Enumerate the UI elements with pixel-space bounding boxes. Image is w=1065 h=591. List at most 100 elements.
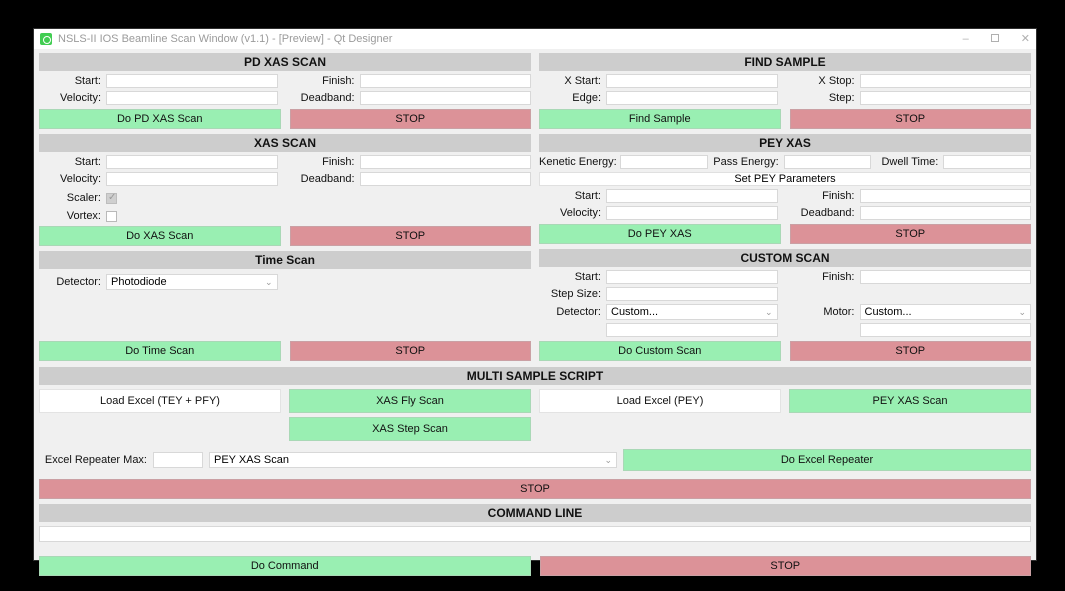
pey-xas-stop-button[interactable]: STOP [789, 224, 1031, 244]
pey-start-input[interactable] [606, 189, 778, 203]
pd-xas-finish-input[interactable] [359, 74, 531, 88]
xas-step-scan-button[interactable]: XAS Step Scan [289, 417, 531, 441]
command-line-stop-button[interactable]: STOP [539, 556, 1031, 576]
excel-repeater-scan-value: PEY XAS Scan [214, 454, 290, 466]
scaler-checkbox[interactable] [106, 192, 117, 204]
custom-finish-input[interactable] [859, 270, 1031, 284]
multi-sample-stop-button[interactable]: STOP [39, 479, 1031, 499]
pd-xas-stop-button[interactable]: STOP [289, 109, 531, 129]
custom-motor-value: Custom... [864, 306, 912, 318]
vortex-label: Vortex: [66, 210, 101, 222]
command-line-header: COMMAND LINE [39, 504, 1031, 522]
custom-start-label: Start: [574, 271, 601, 283]
pey-velocity-label: Velocity: [560, 207, 601, 219]
pey-deadband-input[interactable] [859, 206, 1031, 220]
load-excel-tey-pfy-button[interactable]: Load Excel (TEY + PFY) [39, 389, 281, 413]
app-window: NSLS-II IOS Beamline Scan Window (v1.1) … [33, 28, 1037, 576]
pd-xas-start-input[interactable] [106, 74, 278, 88]
xas-fly-scan-button[interactable]: XAS Fly Scan [289, 389, 531, 413]
pey-finish-input[interactable] [859, 189, 1031, 203]
find-sample-step-label: Step: [828, 92, 855, 104]
custom-detector-pv-input[interactable] [606, 323, 778, 337]
find-sample-edge-input[interactable] [606, 91, 778, 105]
pd-xas-scan-header: PD XAS SCAN [39, 53, 531, 71]
command-line-input[interactable] [39, 526, 1031, 542]
find-sample-xstart-label: X Start: [564, 75, 601, 87]
xas-velocity-input[interactable] [106, 172, 278, 186]
kenetic-energy-label: Kenetic Energy: [539, 156, 617, 168]
time-scan-detector-label: Detector: [56, 276, 101, 288]
do-custom-scan-button[interactable]: Do Custom Scan [539, 341, 781, 361]
custom-start-input[interactable] [606, 270, 778, 284]
custom-motor-label: Motor: [823, 306, 855, 318]
xas-velocity-label: Velocity: [60, 173, 101, 185]
time-scan-detector-select[interactable]: Photodiode ⌄ [106, 274, 278, 290]
find-sample-xstop-input[interactable] [859, 74, 1031, 88]
custom-detector-label: Detector: [556, 306, 601, 318]
section-pey-xas: PEY XAS Kenetic Energy: Pass Energy: Dwe… [539, 134, 1031, 244]
do-xas-scan-button[interactable]: Do XAS Scan [39, 226, 281, 246]
xas-scan-header: XAS SCAN [39, 134, 531, 152]
xas-stop-button[interactable]: STOP [289, 226, 531, 246]
close-icon[interactable]: ✕ [1020, 33, 1030, 45]
custom-finish-label: Finish: [822, 271, 855, 283]
pd-xas-finish-label: Finish: [322, 75, 355, 87]
pey-xas-scan-button[interactable]: PEY XAS Scan [789, 389, 1031, 413]
xas-start-input[interactable] [106, 155, 278, 169]
vortex-checkbox[interactable] [106, 210, 117, 222]
maximize-icon[interactable] [990, 29, 999, 49]
load-excel-pey-button[interactable]: Load Excel (PEY) [539, 389, 781, 413]
find-sample-edge-label: Edge: [572, 92, 601, 104]
xas-finish-input[interactable] [359, 155, 531, 169]
excel-repeater-max-label: Excel Repeater Max: [44, 454, 147, 466]
pd-xas-velocity-input[interactable] [106, 91, 278, 105]
custom-motor-pv-input[interactable] [859, 323, 1031, 337]
time-scan-header: Time Scan [39, 251, 531, 269]
chevron-down-icon: ⌄ [604, 454, 612, 465]
dwell-time-label: Dwell Time: [881, 156, 939, 168]
pd-xas-velocity-label: Velocity: [60, 92, 101, 104]
do-time-scan-button[interactable]: Do Time Scan [39, 341, 281, 361]
time-scan-stop-button[interactable]: STOP [289, 341, 531, 361]
custom-detector-select[interactable]: Custom... ⌄ [606, 304, 778, 320]
do-excel-repeater-button[interactable]: Do Excel Repeater [623, 449, 1031, 471]
section-xas-scan: XAS SCAN Start: Finish: Velocity: Deadba… [39, 134, 531, 246]
custom-detector-value: Custom... [611, 306, 659, 318]
find-sample-button[interactable]: Find Sample [539, 109, 781, 129]
custom-scan-header: CUSTOM SCAN [539, 249, 1031, 267]
multi-sample-script-header: MULTI SAMPLE SCRIPT [39, 367, 1031, 385]
do-pd-xas-scan-button[interactable]: Do PD XAS Scan [39, 109, 281, 129]
pey-xas-header: PEY XAS [539, 134, 1031, 152]
do-pey-xas-button[interactable]: Do PEY XAS [539, 224, 781, 244]
pass-energy-input[interactable] [783, 155, 872, 169]
pd-xas-deadband-input[interactable] [359, 91, 531, 105]
section-command-line: COMMAND LINE Do Command STOP [39, 504, 1031, 576]
dwell-time-input[interactable] [943, 155, 1031, 169]
set-pey-parameters-button[interactable]: Set PEY Parameters [539, 172, 1031, 186]
custom-step-size-input[interactable] [606, 287, 778, 301]
pey-start-label: Start: [574, 190, 601, 202]
main-content: PD XAS SCAN Start: Finish: Velocity: Dea… [34, 49, 1036, 582]
find-sample-stop-button[interactable]: STOP [789, 109, 1031, 129]
find-sample-xstart-input[interactable] [606, 74, 778, 88]
section-time-scan: Time Scan Detector: Photodiode ⌄ Do Time… [39, 251, 531, 361]
excel-repeater-max-input[interactable] [153, 452, 203, 468]
section-multi-sample-script: MULTI SAMPLE SCRIPT Load Excel (TEY + PF… [39, 367, 1031, 499]
xas-finish-label: Finish: [322, 156, 355, 168]
section-custom-scan: CUSTOM SCAN Start: Finish: Step Size: De… [539, 249, 1031, 361]
find-sample-step-input[interactable] [859, 91, 1031, 105]
window-title: NSLS-II IOS Beamline Scan Window (v1.1) … [58, 33, 393, 45]
pey-velocity-input[interactable] [606, 206, 778, 220]
xas-deadband-input[interactable] [359, 172, 531, 186]
kenetic-energy-input[interactable] [620, 155, 708, 169]
chevron-down-icon: ⌄ [764, 306, 773, 317]
excel-repeater-scan-select[interactable]: PEY XAS Scan ⌄ [209, 452, 617, 468]
custom-scan-stop-button[interactable]: STOP [789, 341, 1031, 361]
do-command-button[interactable]: Do Command [39, 556, 531, 576]
minimize-icon[interactable]: – [962, 33, 969, 45]
pey-deadband-label: Deadband: [800, 207, 855, 219]
custom-motor-select[interactable]: Custom... ⌄ [859, 304, 1031, 320]
find-sample-xstop-label: X Stop: [818, 75, 855, 87]
title-bar: NSLS-II IOS Beamline Scan Window (v1.1) … [34, 29, 1036, 49]
time-scan-detector-value: Photodiode [111, 276, 167, 288]
